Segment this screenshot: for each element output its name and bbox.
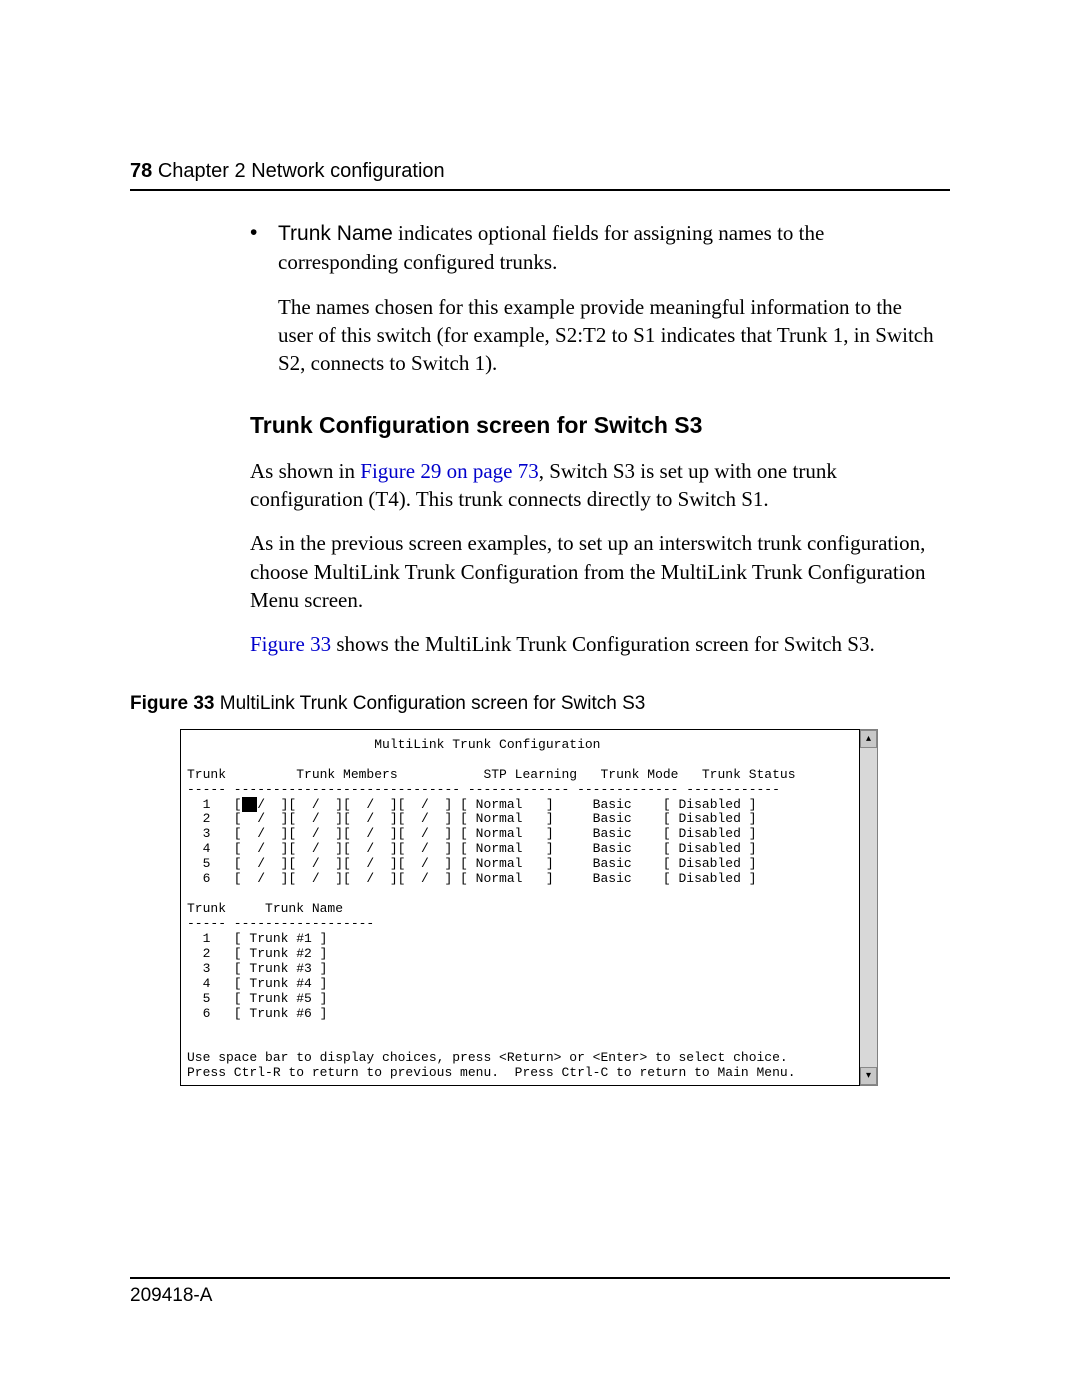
figure-caption-text: MultiLink Trunk Configuration screen for… [214,693,645,714]
cursor-icon [242,797,258,812]
footer: 209418-A [130,1277,950,1307]
scroll-down-icon[interactable]: ▾ [860,1067,877,1085]
chapter-title: Chapter 2 Network configuration [158,160,445,182]
figure-number: Figure 33 [130,693,214,714]
para-s3-2: As in the previous screen examples, to s… [250,529,940,614]
figure-29-link[interactable]: Figure 29 on page 73 [360,459,538,483]
running-header: 78 Chapter 2 Network configuration [130,160,950,191]
term-name-4: 4 [ Trunk #4 ] [187,976,327,991]
para-s3-3: Figure 33 shows the MultiLink Trunk Conf… [250,630,940,658]
term-help-2: Press Ctrl-R to return to previous menu.… [187,1065,796,1080]
term-header2: Trunk Trunk Name [187,901,343,916]
doc-number: 209418-A [130,1285,212,1306]
bullet-text: Trunk Name indicates optional fields for… [278,219,940,277]
page: 78 Chapter 2 Network configuration • Tru… [0,0,1080,1397]
term-name-6: 6 [ Trunk #6 ] [187,1006,327,1021]
term-name-3: 3 [ Trunk #3 ] [187,961,327,976]
term-row-6: 6 [ / ][ / ][ / ][ / ] [ Normal ] Basic … [187,871,757,886]
para-s3-1-pre: As shown in [250,459,360,483]
bullet-marker: • [250,219,278,277]
term-rule2: ----- ------------------ [187,916,374,931]
terminal-box: MultiLink Trunk Configuration Trunk Trun… [180,729,860,1087]
term-name-5: 5 [ Trunk #5 ] [187,991,327,1006]
term-row-1b: / ][ / ][ / ][ / ] [ Normal ] Basic [ Di… [257,797,756,812]
term-title: MultiLink Trunk Configuration [187,737,600,752]
term-row-2: 2 [ / ][ / ][ / ][ / ] [ Normal ] Basic … [187,811,757,826]
term-row-4: 4 [ / ][ / ][ / ][ / ] [ Normal ] Basic … [187,841,757,856]
para-example: The names chosen for this example provid… [278,293,940,378]
scrollbar[interactable]: ▴ ▾ [860,729,878,1087]
figure-caption: Figure 33 MultiLink Trunk Configuration … [130,693,950,715]
term-row-3: 3 [ / ][ / ][ / ][ / ] [ Normal ] Basic … [187,826,757,841]
para-s3-1: As shown in Figure 29 on page 73, Switch… [250,457,940,514]
page-number: 78 [130,160,152,182]
terminal-screenshot: MultiLink Trunk Configuration Trunk Trun… [180,729,950,1087]
terminal-content: MultiLink Trunk Configuration Trunk Trun… [187,738,853,1082]
term-rule: ----- ----------------------------- ----… [187,782,780,797]
section-heading: Trunk Configuration screen for Switch S3 [250,412,940,439]
term-name-1: 1 [ Trunk #1 ] [187,931,327,946]
term-row-5: 5 [ / ][ / ][ / ][ / ] [ Normal ] Basic … [187,856,757,871]
term-row-1a: 1 [ [187,797,242,812]
figure-33-link[interactable]: Figure 33 [250,632,331,656]
term-name-2: 2 [ Trunk #2 ] [187,946,327,961]
scroll-up-icon[interactable]: ▴ [860,730,877,748]
body: • Trunk Name indicates optional fields f… [250,219,940,659]
term-help-1: Use space bar to display choices, press … [187,1050,788,1065]
trunk-name-term: Trunk Name [278,222,393,245]
term-header: Trunk Trunk Members STP Learning Trunk M… [187,767,796,782]
para-s3-3-post: shows the MultiLink Trunk Configuration … [331,632,875,656]
bullet-item: • Trunk Name indicates optional fields f… [250,219,940,277]
